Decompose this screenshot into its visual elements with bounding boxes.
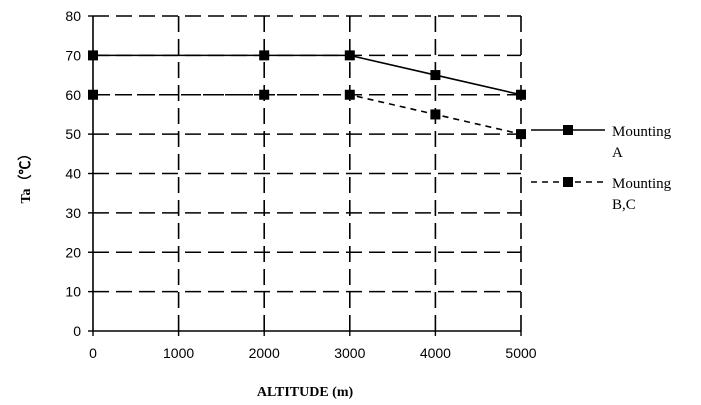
y-tick-label: 20 <box>65 244 81 260</box>
x-tick-label: 4000 <box>420 345 451 361</box>
data-point <box>344 89 355 100</box>
axes <box>88 15 522 336</box>
data-point <box>516 129 526 140</box>
y-tick-label: 50 <box>65 126 81 142</box>
y-tick-label: 60 <box>65 87 81 103</box>
data-point <box>259 89 270 100</box>
tick-labels: 0 10 20 30 40 50 60 70 80 0 1000 2000 3000 4000 5000 <box>65 8 536 361</box>
data-point <box>430 70 441 81</box>
x-tick-label: 1000 <box>163 345 194 361</box>
data-point <box>259 50 270 61</box>
data-point <box>430 109 441 120</box>
x-tick-label: 3000 <box>334 345 365 361</box>
legend-label-1: A <box>612 145 623 161</box>
legend-label-1: Mounting <box>612 124 672 140</box>
data-point <box>344 50 355 61</box>
x-tick-label: 0 <box>89 345 97 361</box>
data-point <box>88 50 98 61</box>
series-line-1 <box>93 54 522 96</box>
y-tick-label: 80 <box>65 8 81 24</box>
y-tick-label: 0 <box>73 323 81 339</box>
y-tick-label: 40 <box>65 166 81 182</box>
x-tick-label: 2000 <box>249 345 280 361</box>
x-axis-title: ALTITUDE (m) <box>257 385 354 400</box>
legend-label-2: Mounting <box>612 176 672 192</box>
series-layer <box>88 50 526 140</box>
series-line-2 <box>93 93 522 135</box>
y-axis-title: Ta（℃） <box>18 146 34 203</box>
legend-marker-1 <box>563 125 573 135</box>
y-tick-label: 10 <box>65 284 81 300</box>
x-tick-label: 5000 <box>505 345 536 361</box>
y-tick-label: 70 <box>65 47 81 63</box>
legend-marker-2 <box>563 177 573 187</box>
data-point <box>88 89 98 100</box>
legend-label-2: B,C <box>612 197 636 213</box>
grid <box>93 15 522 331</box>
y-tick-label: 30 <box>65 205 81 221</box>
legend: Mounting A Mounting B,C <box>531 124 672 213</box>
data-point <box>516 89 526 100</box>
